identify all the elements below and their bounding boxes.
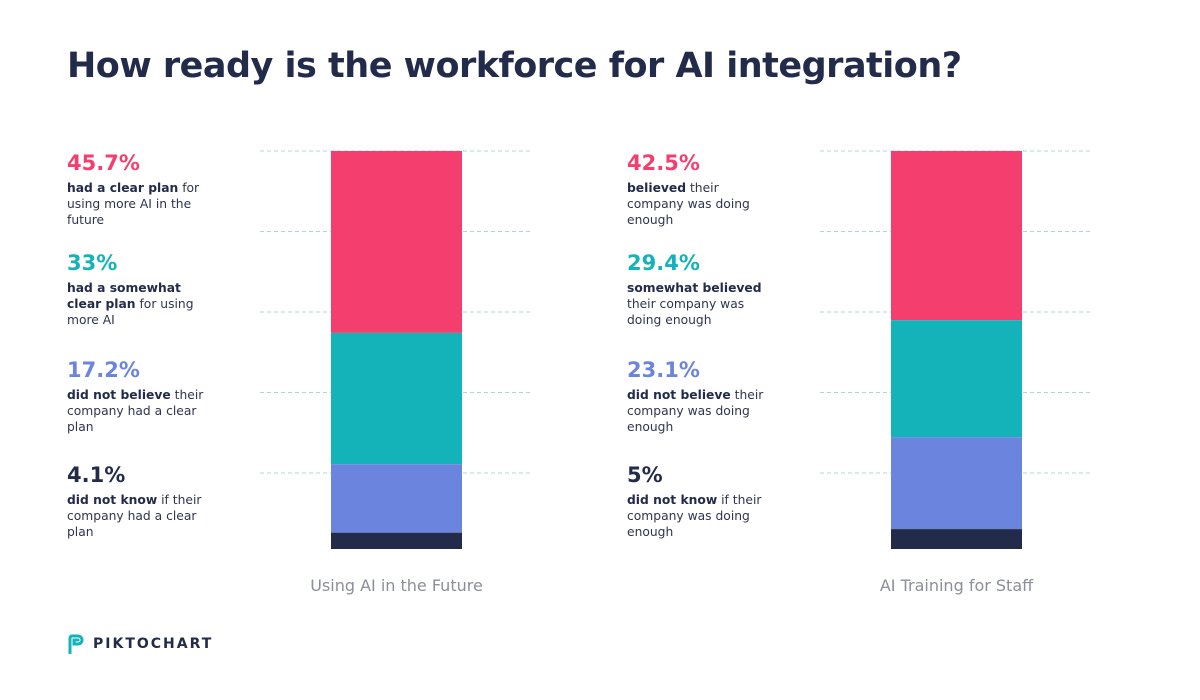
segment-description-bold: believed	[627, 181, 687, 195]
segment-description-rest: their company had a clear plan	[67, 388, 204, 434]
segment-description-bold: somewhat believed	[627, 281, 762, 295]
segment-percentage: 29.4%	[627, 251, 700, 275]
segment-percentage: 33%	[67, 251, 118, 275]
x-axis-label: Using AI in the Future	[310, 576, 483, 595]
legend-item: 29.4% somewhat believed their company was…	[627, 250, 777, 328]
segment-percentage: 45.7%	[67, 151, 140, 175]
segment-description-rest: for using more AI in the future	[67, 181, 200, 227]
legend-item: 4.1% did not know if their company had a …	[67, 462, 217, 540]
segment-description-rest: if their company was doing enough	[627, 493, 762, 539]
segment-description: had a somewhat clear plan for using more…	[67, 280, 217, 328]
bar-segment	[891, 437, 1022, 530]
segment-description-bold: had a somewhat clear plan	[67, 281, 181, 311]
bar-segment	[891, 529, 1022, 549]
legend-item: 42.5% believed their company was doing en…	[627, 150, 777, 228]
segment-description-bold: had a clear plan	[67, 181, 179, 195]
legend-item: 45.7% had a clear plan for using more AI …	[67, 150, 217, 228]
segment-description-rest: their company was doing enough	[627, 181, 750, 227]
legend-item: 17.2% did not believe their company had a…	[67, 357, 217, 435]
legend-item: 33% had a somewhat clear plan for using m…	[67, 250, 217, 328]
segment-percentage: 4.1%	[67, 463, 126, 487]
bar-segment	[891, 320, 1022, 438]
segment-description-rest: if their company had a clear plan	[67, 493, 202, 539]
page-title: How ready is the workforce for AI integr…	[67, 46, 962, 86]
segment-description: did not know if their company was doing …	[627, 492, 777, 540]
segment-description: somewhat believed their company was doin…	[627, 280, 777, 328]
segment-description-rest: their company was doing enough	[627, 388, 764, 434]
bar-segment	[331, 151, 462, 333]
segment-description-bold: did not believe	[627, 388, 731, 402]
bar-segment	[891, 151, 1022, 321]
segment-description-rest: for using more AI	[67, 297, 194, 327]
piktochart-logo-icon	[68, 634, 84, 654]
segment-description: did not believe their company had a clea…	[67, 387, 217, 435]
segment-description-bold: did not know	[67, 493, 158, 507]
segment-percentage: 23.1%	[627, 358, 700, 382]
piktochart-logo: PIKTOCHART	[67, 634, 213, 654]
segment-description-rest: their company was doing enough	[627, 297, 745, 327]
brand-name: PIKTOCHART	[93, 636, 214, 652]
segment-description-bold: did not believe	[67, 388, 171, 402]
segment-percentage: 5%	[627, 463, 663, 487]
segment-percentage: 42.5%	[627, 151, 700, 175]
segment-description: did not believe their company was doing …	[627, 387, 777, 435]
bar-segment	[331, 464, 462, 533]
segment-description-bold: did not know	[627, 493, 718, 507]
bar-segment	[331, 332, 462, 465]
segment-description: had a clear plan for using more AI in th…	[67, 180, 217, 228]
bar-segment	[331, 532, 462, 549]
x-axis-label: AI Training for Staff	[879, 576, 1034, 595]
legend-item: 23.1% did not believe their company was d…	[627, 357, 777, 435]
legend-item: 5% did not know if their company was doin…	[627, 462, 777, 540]
segment-description: believed their company was doing enough	[627, 180, 777, 228]
segment-percentage: 17.2%	[67, 358, 140, 382]
segment-description: did not know if their company had a clea…	[67, 492, 217, 540]
